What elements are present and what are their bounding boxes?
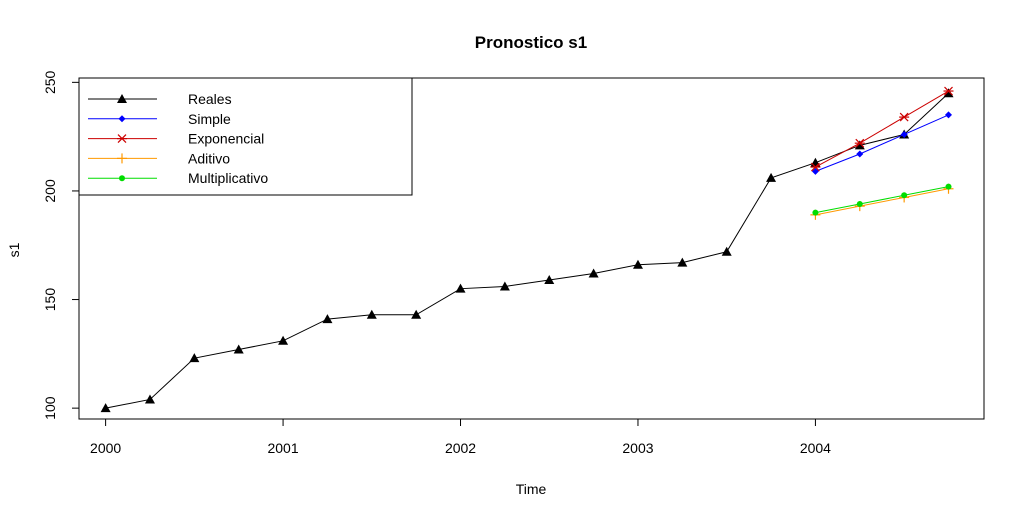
data-point-reales <box>233 344 244 354</box>
data-point-reales <box>766 172 777 182</box>
legend-item-reales: Reales <box>88 91 232 107</box>
data-point-reales <box>189 353 200 363</box>
legend-box <box>78 77 413 196</box>
legend-marker <box>117 134 127 144</box>
data-point-simple <box>900 130 908 138</box>
chart-title: Pronostico s1 <box>475 33 587 52</box>
data-point-reales <box>278 335 289 345</box>
legend-marker <box>118 115 126 123</box>
legend-label: Exponencial <box>188 131 264 147</box>
data-point-simple <box>856 150 864 158</box>
data-point-multiplicativo <box>856 200 863 207</box>
data-point-reales <box>366 309 377 319</box>
data-point-reales <box>943 88 954 98</box>
y-tick-label: 200 <box>42 179 58 203</box>
series-reales <box>100 88 954 413</box>
series-line-aditivo <box>815 188 949 216</box>
legend-item-exponencial: Exponencial <box>88 131 264 147</box>
legend-item-aditivo: Aditivo <box>88 150 230 166</box>
data-point-reales <box>455 283 466 293</box>
legend: Reales Simple Exponencial Aditivo Multiplica… <box>78 77 413 196</box>
x-tick-label: 2002 <box>445 440 476 456</box>
legend-marker <box>117 94 127 103</box>
y-tick-label: 100 <box>42 396 58 420</box>
x-tick-label: 2000 <box>90 440 121 456</box>
data-point-reales <box>632 259 643 269</box>
series-exponencial <box>810 86 954 172</box>
data-point-exponencial <box>810 162 821 172</box>
data-point-reales <box>100 403 111 413</box>
y-axis-label: s1 <box>6 242 22 257</box>
x-tick-label: 2004 <box>800 440 831 456</box>
series-line-multiplicativo <box>815 186 949 214</box>
legend-item-simple: Simple <box>88 111 231 127</box>
y-tick-label: 250 <box>42 70 58 94</box>
data-point-reales <box>588 268 599 278</box>
legend-marker <box>119 175 125 182</box>
data-point-multiplicativo <box>812 209 819 216</box>
data-point-reales <box>854 140 865 150</box>
series-group <box>100 86 954 413</box>
data-point-reales <box>544 274 555 284</box>
series-aditivo <box>810 183 954 220</box>
data-point-multiplicativo <box>945 183 952 190</box>
series-simple <box>811 111 953 175</box>
data-point-reales <box>499 281 510 291</box>
series-line-simple <box>815 114 949 172</box>
legend-marker <box>117 153 127 164</box>
data-point-reales <box>677 257 688 267</box>
data-point-exponencial <box>899 112 910 122</box>
data-point-exponencial <box>943 86 954 96</box>
data-point-reales <box>411 309 422 319</box>
data-point-reales <box>144 394 155 404</box>
data-point-exponencial <box>854 138 865 148</box>
legend-label: Reales <box>188 91 232 107</box>
x-axis: 2000 2001 2002 2003 2004 <box>90 418 831 456</box>
x-tick-label: 2001 <box>267 440 298 456</box>
series-multiplicativo <box>812 183 952 216</box>
data-point-reales <box>721 246 732 256</box>
x-axis-label: Time <box>516 481 547 497</box>
data-point-multiplicativo <box>901 192 908 199</box>
series-line-reales <box>105 92 949 409</box>
legend-label: Aditivo <box>188 150 230 166</box>
legend-label: Multiplicativo <box>188 170 268 186</box>
y-tick-label: 150 <box>42 288 58 312</box>
legend-label: Simple <box>188 111 231 127</box>
data-point-simple <box>945 111 953 119</box>
legend-item-multiplicativo: Multiplicativo <box>88 170 268 186</box>
x-tick-label: 2003 <box>622 440 653 456</box>
data-point-reales <box>322 314 333 324</box>
series-line-exponencial <box>815 90 949 168</box>
y-axis: 100 150 200 250 <box>42 70 80 420</box>
